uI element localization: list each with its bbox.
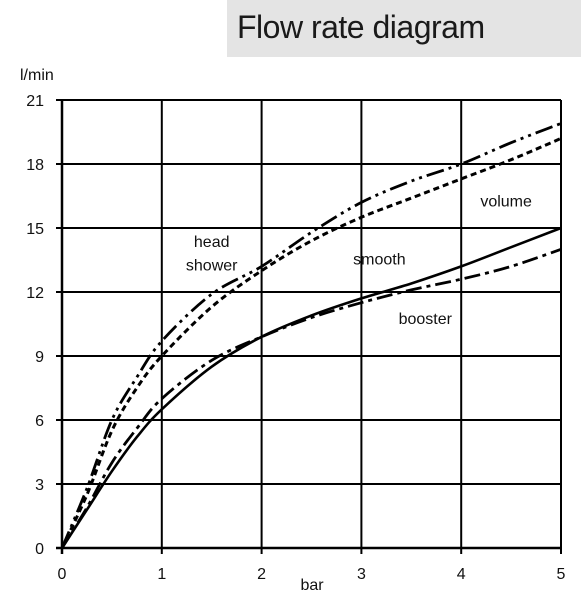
annotation-label: head bbox=[194, 234, 230, 251]
series-lines bbox=[60, 122, 562, 549]
y-tick-label: 6 bbox=[35, 413, 44, 430]
annotation-label: shower bbox=[186, 258, 238, 275]
axes bbox=[56, 99, 561, 554]
x-axis-label: bar bbox=[300, 577, 324, 594]
x-tick-label: 5 bbox=[557, 566, 566, 583]
y-tick-label: 21 bbox=[26, 93, 44, 110]
y-axis-label: l/min bbox=[20, 67, 54, 84]
x-tick-label: 0 bbox=[58, 566, 67, 583]
series-booster bbox=[60, 247, 562, 549]
x-tick-label: 2 bbox=[257, 566, 266, 583]
annotations: head shower volume smooth booster bbox=[186, 194, 532, 328]
x-tick-label: 4 bbox=[457, 566, 466, 583]
chart-title: Flow rate diagram bbox=[237, 9, 485, 45]
series-volume bbox=[60, 122, 562, 549]
annotation-label: booster bbox=[399, 311, 453, 328]
x-tick-label: 3 bbox=[357, 566, 366, 583]
annotation-label: smooth bbox=[353, 251, 405, 268]
annotation-label: volume bbox=[480, 194, 532, 211]
y-tick-label: 12 bbox=[26, 285, 44, 302]
y-tick-label: 3 bbox=[35, 477, 44, 494]
x-tick-label: 1 bbox=[157, 566, 166, 583]
grid bbox=[56, 99, 562, 554]
y-tick-label: 15 bbox=[26, 221, 44, 238]
title-box: Flow rate diagram bbox=[227, 0, 581, 57]
series-smooth bbox=[60, 226, 562, 549]
y-tick-label: 9 bbox=[35, 349, 44, 366]
y-tick-label: 0 bbox=[35, 541, 44, 558]
y-tick-label: 18 bbox=[26, 157, 44, 174]
